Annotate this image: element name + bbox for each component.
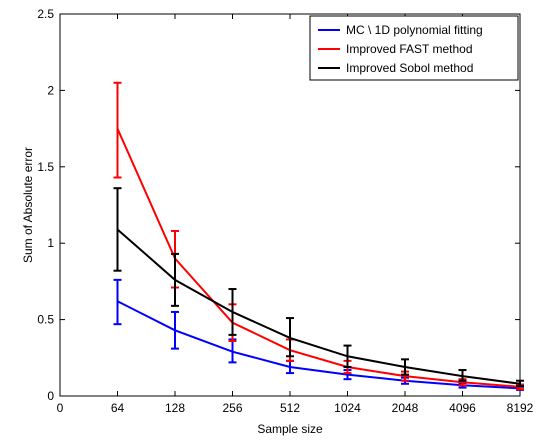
y-tick-label: 2 (47, 83, 54, 97)
x-tick-label: 128 (165, 401, 185, 415)
x-tick-label: 8192 (507, 401, 534, 415)
series-3 (113, 187, 524, 388)
series-layer (113, 81, 524, 391)
legend: MC \ 1D polynomial fitting Improved FAST … (309, 15, 519, 81)
series-line (117, 300, 521, 390)
x-tick-label: 64 (111, 401, 125, 415)
y-axis-label: Sum of Absolute error (21, 147, 35, 263)
x-tick-label: 256 (222, 401, 242, 415)
legend-label: Improved FAST method (346, 42, 473, 56)
x-tick-label: 0 (57, 401, 64, 415)
axis-ticks: 0 64 128 256 512 1024 2048 4096 8192 0 0.5 1 1.5 2 2.5 (37, 7, 533, 415)
y-tick-label: 0 (47, 389, 54, 403)
legend-item: Improved FAST method (318, 42, 473, 56)
y-tick-label: 1.5 (37, 160, 54, 174)
legend-label: MC \ 1D polynomial fitting (346, 23, 483, 37)
x-tick-label: 2048 (392, 401, 419, 415)
error-bar (458, 369, 467, 382)
legend-label: Improved Sobol method (346, 61, 473, 75)
x-tick-label: 1024 (334, 401, 361, 415)
error-bar (113, 278, 122, 326)
legend-box (309, 15, 519, 81)
y-tick-label: 0.5 (37, 313, 54, 327)
error-bar (286, 317, 294, 358)
error-bar (113, 81, 122, 179)
error-bar (516, 379, 524, 388)
y-tick-label: 2.5 (37, 7, 54, 21)
series-line (116, 128, 521, 388)
y-tick-label: 1 (47, 236, 54, 250)
series-line (116, 228, 521, 385)
x-tick-label: 4096 (449, 401, 476, 415)
x-axis-label: Sample size (257, 422, 323, 436)
legend-item: Improved Sobol method (318, 61, 473, 75)
legend-item: MC \ 1D polynomial fitting (318, 23, 483, 37)
x-tick-label: 512 (280, 401, 300, 415)
